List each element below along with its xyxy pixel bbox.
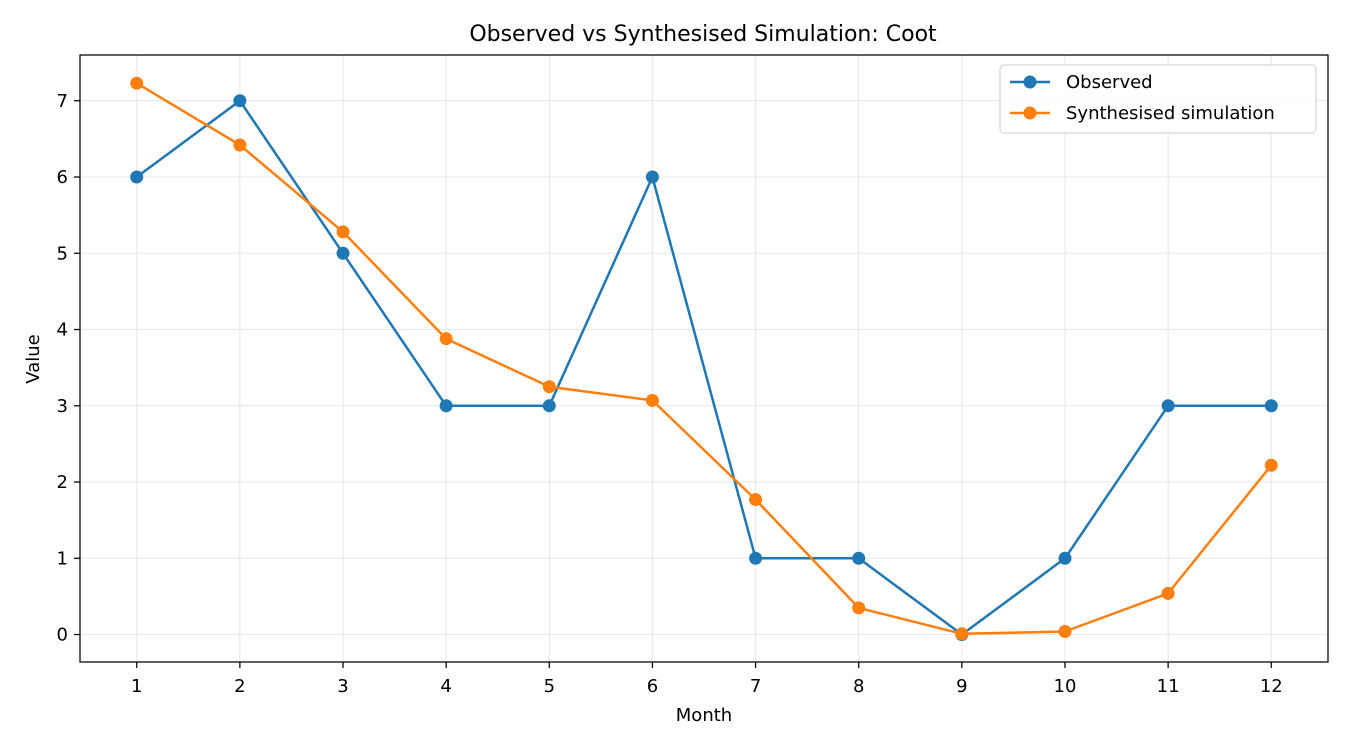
x-tick-label: 7 — [750, 676, 761, 697]
data-point — [645, 393, 659, 407]
x-tick-label: 12 — [1260, 676, 1283, 697]
data-point — [439, 332, 453, 346]
legend-marker — [1023, 106, 1037, 120]
series-line — [135, 99, 1272, 636]
data-point — [1058, 551, 1072, 565]
legend-box — [999, 64, 1317, 134]
data-point — [233, 94, 247, 108]
y-tick-label: 6 — [57, 167, 68, 188]
data-point — [1264, 458, 1278, 472]
data-point — [542, 380, 556, 394]
legend-label: Synthesised simulation — [1066, 103, 1275, 124]
y-tick-label: 2 — [57, 472, 68, 493]
legend-marker — [1023, 75, 1037, 89]
x-tick-label: 8 — [853, 676, 864, 697]
series-line — [136, 82, 1273, 636]
data-point — [645, 170, 659, 184]
y-tick-label: 0 — [57, 625, 68, 646]
data-point — [749, 551, 763, 565]
y-tick-label: 3 — [57, 396, 68, 417]
data-point — [1264, 399, 1278, 413]
series-2 — [130, 76, 1278, 641]
x-axis-label: Month — [676, 705, 732, 726]
x-tick-label: 10 — [1054, 676, 1077, 697]
plot-frame — [79, 54, 1329, 663]
data-point — [542, 399, 556, 413]
x-tick-label: 6 — [647, 676, 658, 697]
data-point — [336, 225, 350, 239]
series-layer — [130, 76, 1278, 642]
x-tick-label: 5 — [544, 676, 555, 697]
y-axis-label: Value — [23, 334, 44, 383]
chart-title: Observed vs Synthesised Simulation: Coot — [469, 22, 937, 47]
y-tick-label: 4 — [57, 320, 68, 341]
data-point — [1161, 399, 1175, 413]
data-point — [233, 138, 247, 152]
legend-entry: Observed — [1010, 72, 1153, 93]
legend-entry: Synthesised simulation — [1010, 103, 1275, 124]
data-point — [955, 627, 969, 641]
x-tick-label: 3 — [337, 676, 348, 697]
data-point — [749, 493, 763, 507]
x-tick-label: 9 — [956, 676, 967, 697]
data-point — [1058, 624, 1072, 638]
data-point — [130, 76, 144, 90]
y-tick-label: 1 — [57, 548, 68, 569]
y-tick-label: 7 — [57, 91, 68, 112]
legend-label: Observed — [1066, 72, 1153, 93]
x-tick-label: 4 — [440, 676, 451, 697]
y-tick-label: 5 — [57, 243, 68, 264]
data-point — [336, 246, 350, 260]
data-point — [1161, 586, 1175, 600]
x-tick-label: 11 — [1157, 676, 1180, 697]
y-axis: 0 1 2 3 4 5 6 7 — [57, 91, 80, 646]
x-tick-label: 1 — [131, 676, 142, 697]
data-point — [852, 551, 866, 565]
data-point — [130, 170, 144, 184]
legend: Observed Synthesised simulation — [999, 64, 1317, 134]
x-axis: 1 2 3 4 5 6 7 8 9 10 11 12 — [131, 662, 1283, 697]
data-point — [852, 601, 866, 615]
data-point — [439, 399, 453, 413]
x-tick-label: 2 — [234, 676, 245, 697]
